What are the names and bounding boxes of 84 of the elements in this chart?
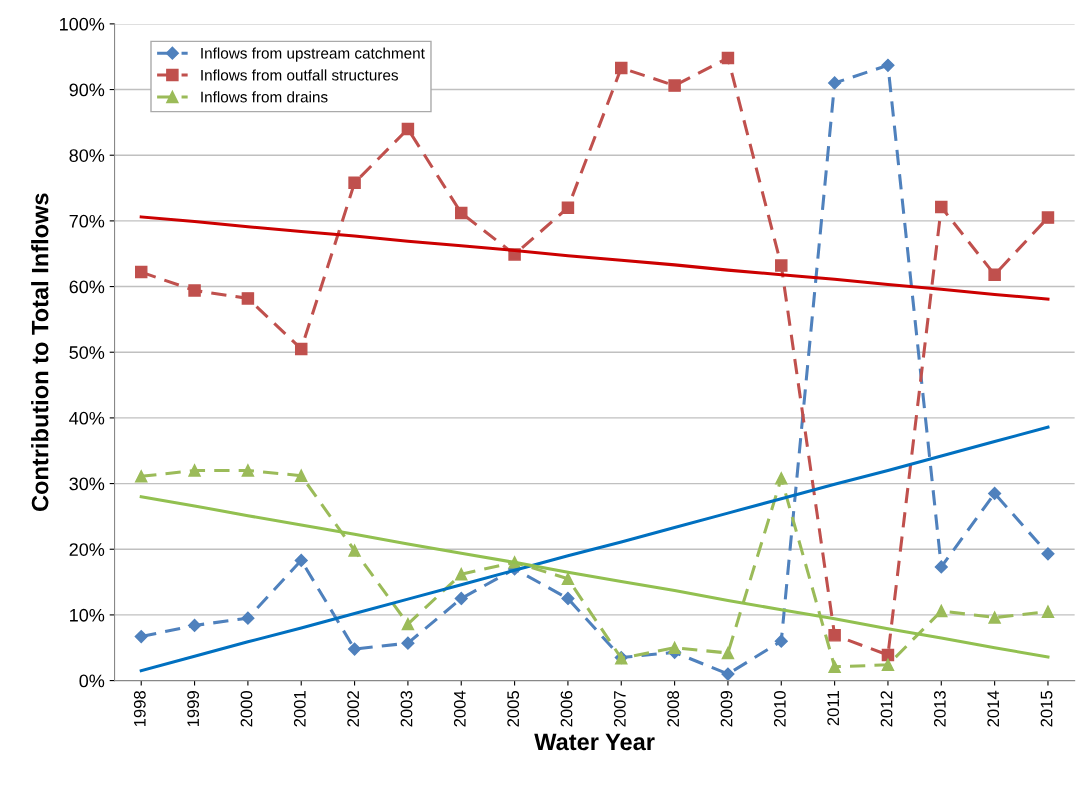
x-tick-label: 2004 — [453, 690, 466, 727]
point — [401, 636, 415, 650]
point — [1041, 605, 1055, 618]
point — [934, 560, 948, 574]
point — [988, 486, 1002, 501]
point — [935, 200, 948, 214]
point — [775, 472, 788, 485]
legend-label: Inflows from drains — [201, 91, 328, 103]
y-tick-label: 30% — [69, 477, 105, 491]
point — [294, 342, 308, 356]
point — [828, 629, 841, 642]
y-tick-label: 20% — [69, 543, 105, 556]
x-tick-label: 2001 — [293, 691, 306, 727]
point — [775, 259, 788, 272]
point — [454, 567, 468, 581]
point — [561, 591, 575, 606]
x-tick-label: 2009 — [720, 691, 733, 727]
x-tick-label: 1998 — [133, 691, 146, 727]
point — [454, 206, 468, 220]
point — [1041, 547, 1055, 561]
x-tick-label: 2005 — [507, 691, 520, 727]
x-tick-label: 2015 — [1040, 691, 1053, 727]
point — [134, 265, 148, 279]
y-tick-label: 0% — [79, 674, 105, 688]
x-tick-label: 2002 — [347, 691, 360, 727]
point — [828, 76, 842, 90]
y-tick-label: 40% — [69, 411, 105, 425]
line-series — [139, 425, 1050, 673]
x-tick-label: 2010 — [773, 690, 786, 727]
legend-label: Inflows from outfall structures — [201, 69, 399, 81]
point — [454, 591, 468, 606]
point — [881, 648, 895, 662]
x-tick-label: 2013 — [933, 691, 946, 727]
point — [828, 660, 841, 674]
y-tick-label: 100% — [60, 17, 105, 31]
point — [241, 464, 255, 477]
point — [294, 553, 308, 567]
y-tick-label: 50% — [69, 346, 105, 359]
point — [401, 617, 415, 631]
y-tick-label: 60% — [69, 280, 105, 294]
point — [188, 464, 201, 477]
point — [294, 469, 308, 482]
legend-label: Inflows from upstream catchment — [201, 47, 425, 62]
point — [348, 176, 361, 190]
point — [134, 470, 148, 483]
x-tick-label: 2003 — [400, 691, 413, 727]
line-series — [139, 215, 1050, 301]
point — [561, 572, 575, 586]
point — [241, 292, 255, 305]
point — [668, 641, 681, 654]
point — [401, 122, 415, 136]
y-tick-label: 70% — [69, 214, 105, 228]
x-tick-label: 1999 — [187, 691, 200, 727]
point — [721, 51, 735, 65]
y-axis-title: Contribution to Total Inflows — [31, 193, 49, 512]
point — [241, 611, 255, 625]
point — [988, 611, 1001, 624]
x-tick-label: 2014 — [987, 690, 1000, 727]
y-tick-label: 90% — [69, 83, 105, 97]
x-tick-label: 2007 — [613, 691, 626, 727]
point — [935, 604, 948, 618]
point — [561, 201, 575, 215]
point — [1041, 211, 1055, 224]
y-tick-label: 80% — [69, 149, 105, 162]
x-tick-label: 2011 — [827, 691, 840, 726]
point — [348, 544, 361, 557]
x-tick-label: 2006 — [560, 691, 573, 727]
point — [347, 642, 362, 656]
point — [881, 58, 895, 72]
x-axis-title: Water Year — [534, 733, 655, 751]
x-tick-label: 2000 — [240, 690, 253, 727]
y-tick-label: 10% — [70, 608, 105, 622]
point — [988, 268, 1001, 281]
point — [721, 646, 735, 660]
point — [881, 658, 895, 672]
point — [721, 667, 735, 681]
x-tick-label: 2012 — [880, 691, 893, 727]
point — [187, 618, 202, 633]
point — [615, 61, 628, 75]
point — [774, 634, 788, 648]
point — [134, 629, 148, 644]
point — [668, 79, 681, 92]
x-tick-label: 2008 — [667, 691, 680, 727]
point — [188, 284, 201, 297]
